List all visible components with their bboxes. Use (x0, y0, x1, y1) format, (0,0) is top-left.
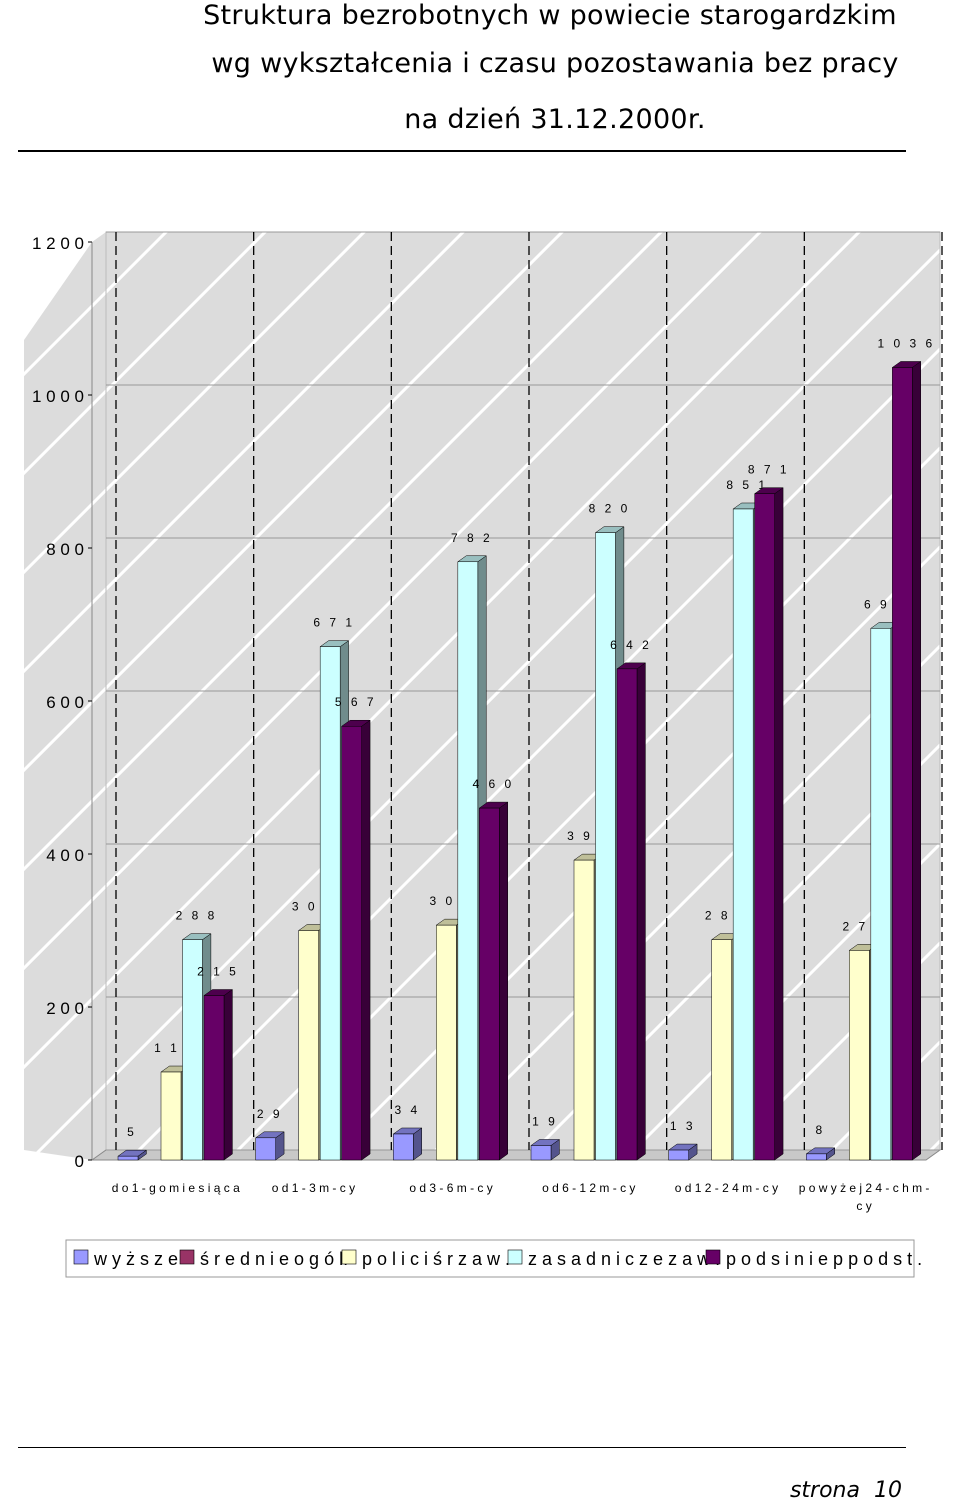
data-label: 1 3 (670, 1119, 696, 1133)
bar (849, 950, 870, 1161)
y-tick-label: 6 0 0 (46, 693, 84, 712)
data-label: 5 6 7 (335, 695, 377, 709)
bar-side (636, 662, 646, 1161)
x-tick-label: o d 1 2 - 2 4 m - c y (675, 1181, 778, 1195)
y-tick-label: 1 0 0 0 (32, 387, 84, 406)
bar (341, 725, 362, 1161)
bar (160, 1071, 182, 1161)
bar (203, 995, 225, 1161)
legend-swatch (341, 1249, 357, 1265)
x-tick-label-wrap: c y (856, 1199, 871, 1213)
bar (870, 628, 892, 1161)
bar (117, 1155, 139, 1161)
bar (479, 807, 500, 1161)
bar-side (223, 989, 233, 1161)
x-tick-label: o d 1 - 3 m - c y (272, 1181, 355, 1195)
data-label: 8 5 1 (726, 478, 768, 492)
data-label: 2 9 (257, 1107, 283, 1121)
data-label: 5 (127, 1125, 137, 1139)
data-label: 3 4 (394, 1103, 420, 1117)
data-label: 7 8 2 (451, 531, 493, 545)
bar (711, 939, 732, 1161)
bar (436, 924, 457, 1161)
bar-chart: 02 0 04 0 06 0 08 0 01 0 0 01 2 0 051 1 … (24, 231, 943, 1278)
footer-page-number: 10 (874, 1478, 902, 1503)
bar (595, 532, 616, 1161)
bar (892, 367, 913, 1161)
bar-side (499, 801, 508, 1161)
legend-label: ś r e d n i e o g ó l. (200, 1249, 348, 1269)
bar-side (774, 487, 784, 1161)
data-label: 6 4 2 (610, 638, 652, 652)
bar (616, 668, 638, 1161)
bar (573, 859, 595, 1161)
y-tick-label: 2 0 0 (46, 999, 84, 1018)
data-label: 8 7 1 (748, 463, 790, 477)
data-label: 1 0 3 6 (877, 336, 935, 350)
bar (732, 508, 754, 1161)
data-label: 8 (815, 1123, 825, 1137)
legend-label: z a s a d n i c z e z a w . (528, 1249, 720, 1269)
x-tick-label: p o w y ż e j 2 4 - c h m - (799, 1181, 930, 1195)
footer-label: strona (789, 1478, 860, 1503)
bar-side (361, 719, 371, 1161)
side-wall (92, 232, 106, 1160)
bar (298, 930, 319, 1161)
bar (530, 1145, 552, 1161)
y-tick-label: 0 (75, 1152, 84, 1171)
y-tick-label: 1 2 0 0 (32, 234, 84, 253)
bar (319, 646, 341, 1161)
side-wall-extension (24, 242, 92, 1160)
legend-label: p o d s i n i e p p o d s t . (726, 1249, 922, 1269)
chart-title-line3: na dzień 31.12.2000r. (404, 104, 706, 135)
legend-swatch (73, 1249, 89, 1265)
chart-title-line1: Struktura bezrobotnych w powiecie starog… (203, 0, 897, 31)
bar (457, 561, 479, 1161)
bar (393, 1133, 414, 1161)
data-label: 6 7 1 (313, 616, 355, 630)
legend-label: p o l i c i ś r z a w . (362, 1249, 510, 1269)
bar-side (912, 360, 921, 1161)
legend-swatch (179, 1249, 195, 1265)
data-label: 4 6 0 (472, 777, 514, 791)
y-tick-label: 8 0 0 (46, 540, 84, 559)
y-tick-label: 4 0 0 (46, 846, 84, 865)
footer-rule (18, 1447, 906, 1448)
x-tick-label: o d 6 - 1 2 m - c y (542, 1181, 635, 1195)
legend-swatch (705, 1249, 721, 1265)
header-rule (18, 150, 906, 152)
bar (754, 493, 775, 1161)
chart-title-line2: wg wykształcenia i czasu pozostawania be… (211, 48, 899, 79)
legend-swatch (507, 1249, 523, 1265)
x-tick-label: d o 1 - g o m i e s i ą c a (112, 1181, 240, 1195)
x-tick-label: o d 3 - 6 m - c y (409, 1181, 492, 1195)
bar (806, 1153, 827, 1161)
page-footer: strona 10 (776, 1478, 902, 1503)
bar (668, 1149, 689, 1161)
data-label: 8 2 0 (589, 502, 631, 516)
legend-box (65, 1239, 915, 1278)
bar (255, 1137, 276, 1161)
data-label: 2 1 5 (197, 965, 239, 979)
legend-label: w y ż s z e (93, 1249, 178, 1269)
data-label: 2 8 8 (176, 909, 218, 923)
bar (182, 939, 203, 1161)
data-label: 1 9 (532, 1114, 558, 1128)
